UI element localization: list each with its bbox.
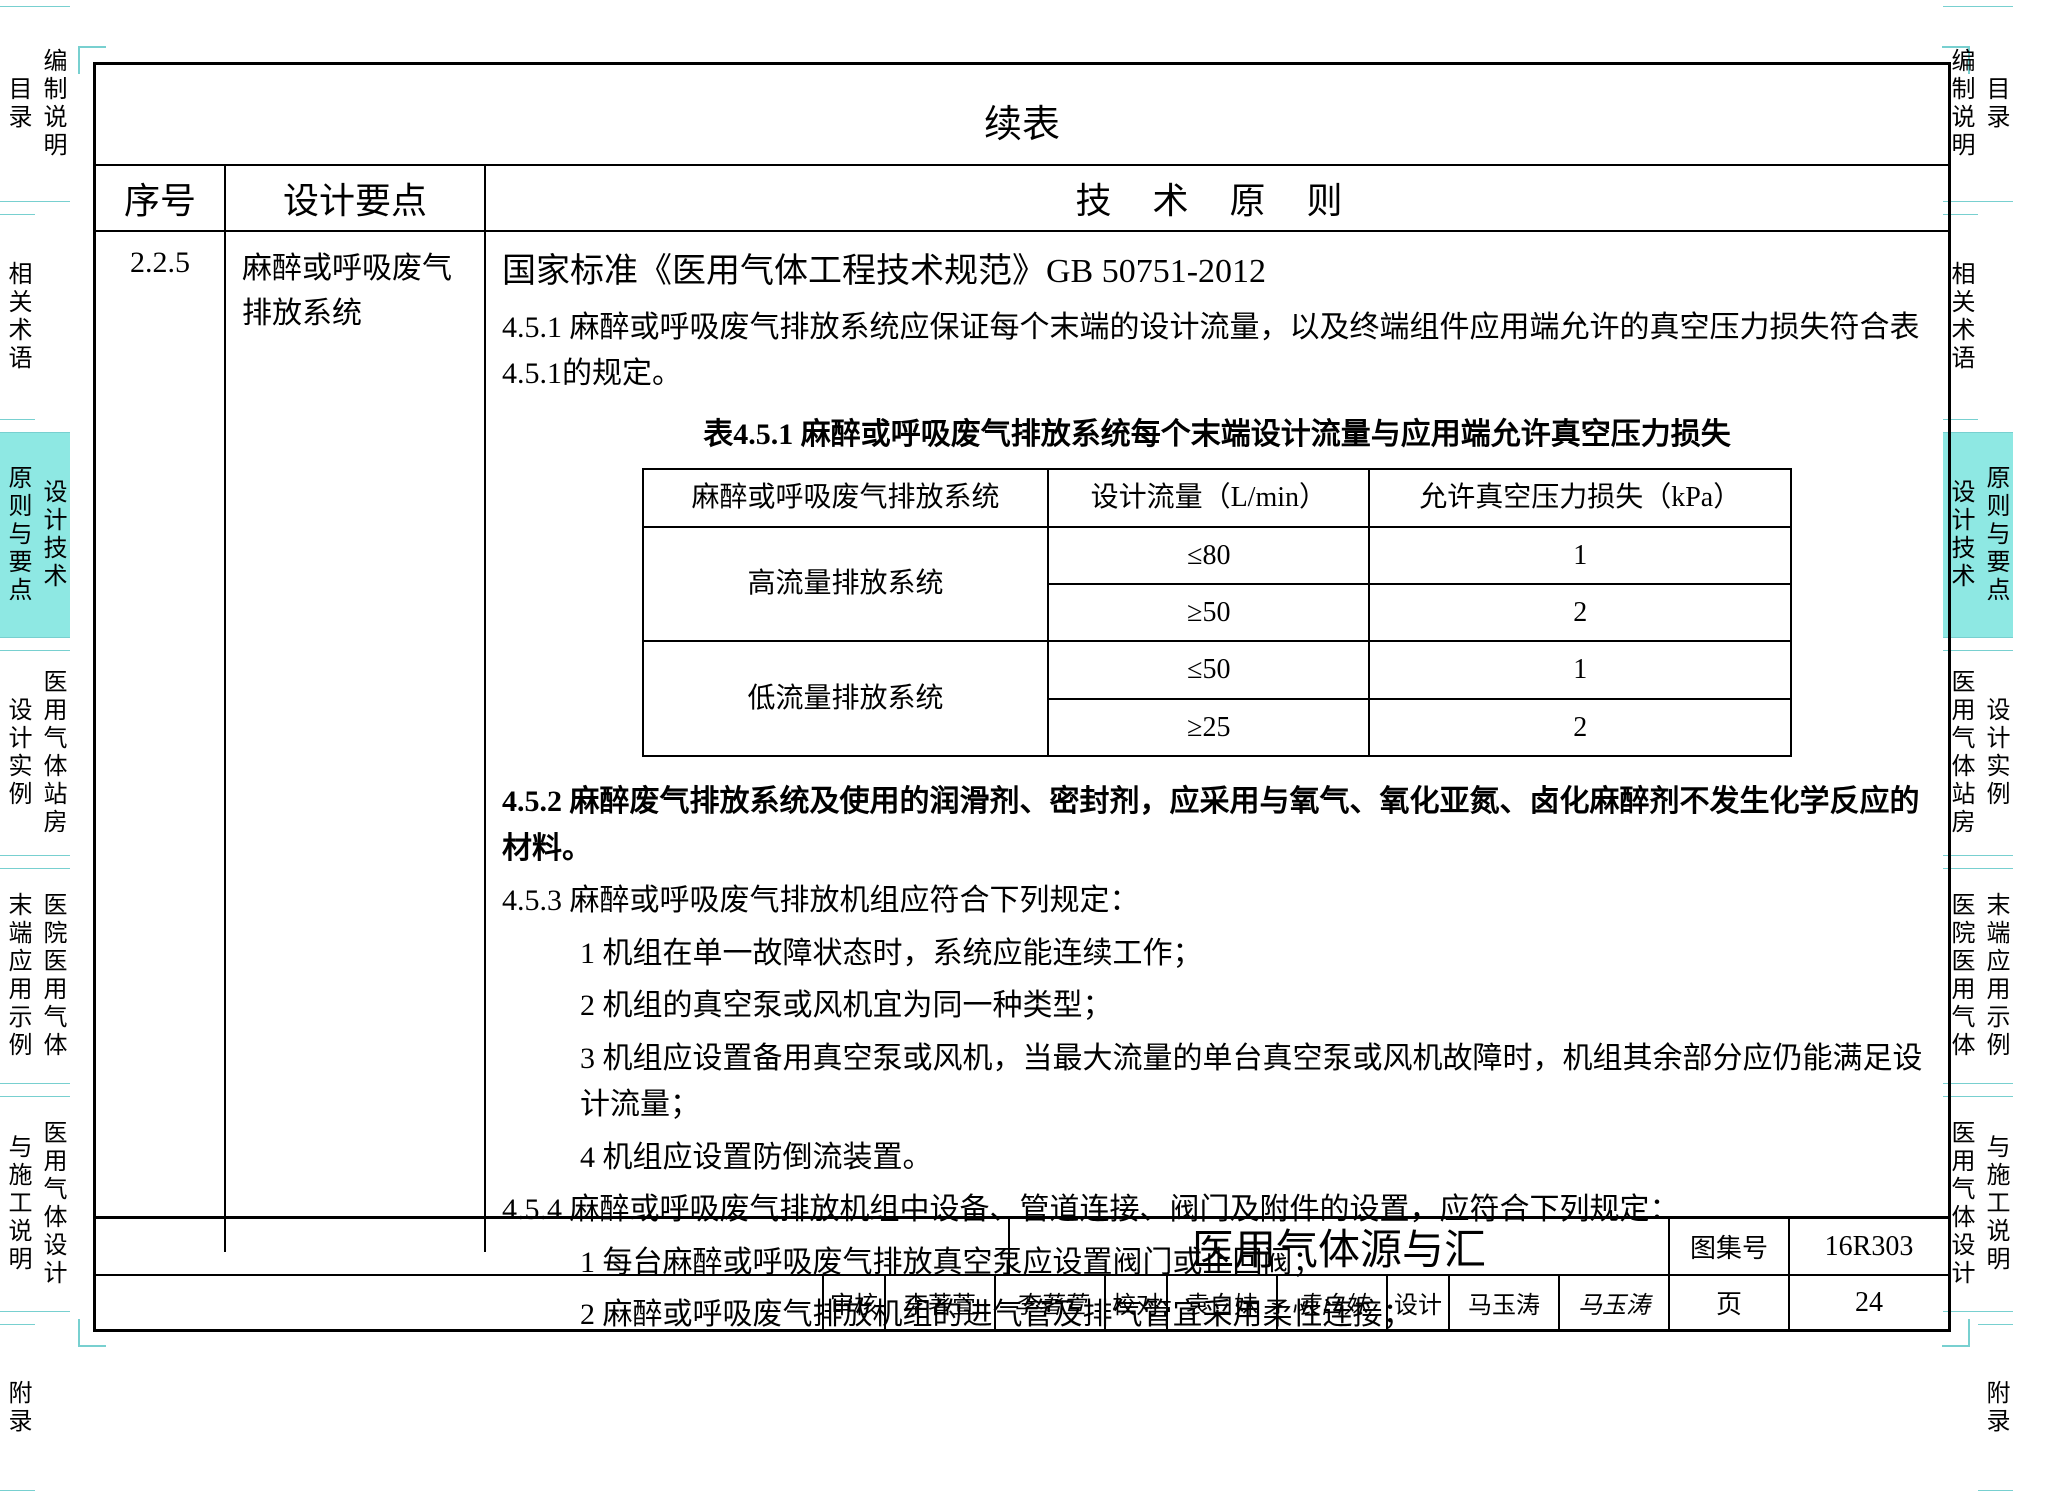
itbl-cell: 1 bbox=[1369, 527, 1791, 584]
role-review: 审核 bbox=[822, 1276, 884, 1329]
itbl-cell: ≤50 bbox=[1048, 641, 1369, 698]
drawing-frame: 续表 序号 设计要点 技 术 原 则 2.2.5 麻醉或呼吸废气排放系统 国家标… bbox=[93, 62, 1951, 1219]
hdr-seq: 序号 bbox=[96, 166, 226, 230]
inner-table: 麻醉或呼吸废气排放系统 设计流量（L/min） 允许真空压力损失（kPa） 高流… bbox=[642, 468, 1792, 757]
nav-tab[interactable]: 设计实例 bbox=[1978, 650, 2013, 856]
itbl-cell: ≤80 bbox=[1048, 527, 1369, 584]
nav-tab[interactable]: 与施工说明 bbox=[0, 1096, 35, 1312]
itbl-cell: ≥25 bbox=[1048, 699, 1369, 756]
clause-4-5-3-4: 4 机组应设置防倒流装置。 bbox=[502, 1135, 1932, 1182]
itbl-sys-low: 低流量排放系统 bbox=[643, 641, 1048, 756]
nav-tab[interactable]: 原则与要点 bbox=[1978, 432, 2013, 638]
clause-4-5-3: 4.5.3 麻醉或呼吸废气排放机组应符合下列规定： bbox=[502, 878, 1932, 925]
clause-4-5-1: 4.5.1 麻醉或呼吸废气排放系统应保证每个末端的设计流量，以及终端组件应用端允… bbox=[502, 305, 1932, 398]
nav-tab[interactable]: 设计实例 bbox=[0, 650, 35, 856]
nav-tab[interactable] bbox=[35, 214, 70, 420]
nav-tab[interactable]: 与施工说明 bbox=[1978, 1096, 2013, 1312]
role-check: 校对 bbox=[1104, 1276, 1166, 1329]
itbl-col-0: 麻醉或呼吸废气排放系统 bbox=[643, 469, 1048, 526]
cell-tech: 国家标准《医用气体工程技术规范》GB 50751-2012 4.5.1 麻醉或呼… bbox=[486, 232, 1948, 1252]
nav-tab[interactable]: 附录 bbox=[1978, 1324, 2013, 1491]
tech-standard-title: 国家标准《医用气体工程技术规范》GB 50751-2012 bbox=[502, 246, 1932, 299]
page-number: 24 bbox=[1788, 1276, 1948, 1329]
set-number: 16R303 bbox=[1788, 1219, 1948, 1274]
nav-tab[interactable]: 原则与要点 bbox=[0, 432, 35, 638]
itbl-col-2: 允许真空压力损失（kPa） bbox=[1369, 469, 1791, 526]
cell-point: 麻醉或呼吸废气排放系统 bbox=[226, 232, 486, 1252]
sig-design: 马玉涛 bbox=[1558, 1276, 1668, 1329]
itbl-cell: 2 bbox=[1369, 699, 1791, 756]
itbl-cell: 1 bbox=[1369, 641, 1791, 698]
itbl-sys-high: 高流量排放系统 bbox=[643, 527, 1048, 642]
nav-tab[interactable] bbox=[35, 1324, 70, 1491]
table-title: 续表 bbox=[96, 65, 1948, 166]
nav-tab[interactable]: 编制说明 bbox=[35, 6, 70, 202]
cell-seq: 2.2.5 bbox=[96, 232, 226, 1252]
nav-tab[interactable]: 末端应用示例 bbox=[1978, 868, 2013, 1084]
sig-check: 袁白妹 bbox=[1276, 1276, 1386, 1329]
nav-tab[interactable]: 医用气体设计 bbox=[35, 1096, 70, 1312]
nav-tab[interactable]: 末端应用示例 bbox=[0, 868, 35, 1084]
clause-4-5-3-1: 1 机组在单一故障状态时，系统应能连续工作； bbox=[502, 931, 1932, 978]
clause-4-5-2: 4.5.2 麻醉废气排放系统及使用的润滑剂、密封剂，应采用与氧气、氧化亚氮、卤化… bbox=[502, 779, 1932, 872]
role-design: 设计 bbox=[1386, 1276, 1448, 1329]
page-label: 页 bbox=[1668, 1276, 1788, 1329]
hdr-point: 设计要点 bbox=[226, 166, 486, 230]
clause-4-5-3-3: 3 机组应设置备用真空泵或风机，当最大流量的单台真空泵或风机故障时，机组其余部分… bbox=[502, 1036, 1932, 1129]
nav-tab[interactable]: 医用气体站房 bbox=[35, 650, 70, 856]
nav-tab[interactable]: 设计技术 bbox=[35, 432, 70, 638]
nav-tab[interactable]: 医院医用气体 bbox=[35, 868, 70, 1084]
itbl-cell: 2 bbox=[1369, 584, 1791, 641]
nav-tab[interactable]: 目录 bbox=[1978, 6, 2013, 202]
sig-review: 李著萱 bbox=[994, 1276, 1104, 1329]
title-block: 医用气体源与汇 图集号 16R303 审核 李著萱 李著萱 校对 袁白妹 袁白妹… bbox=[93, 1219, 1951, 1332]
name-design: 马玉涛 bbox=[1448, 1276, 1558, 1329]
drawing-title: 医用气体源与汇 bbox=[1008, 1219, 1668, 1274]
inner-table-caption: 表4.5.1 麻醉或呼吸废气排放系统每个末端设计流量与应用端允许真空压力损失 bbox=[502, 412, 1932, 459]
table-row: 2.2.5 麻醉或呼吸废气排放系统 国家标准《医用气体工程技术规范》GB 507… bbox=[96, 232, 1948, 1252]
nav-tab[interactable]: 相关术语 bbox=[0, 214, 35, 420]
clause-4-5-3-2: 2 机组的真空泵或风机宜为同一种类型； bbox=[502, 983, 1932, 1030]
itbl-col-1: 设计流量（L/min） bbox=[1048, 469, 1369, 526]
itbl-cell: ≥50 bbox=[1048, 584, 1369, 641]
name-check: 袁白妹 bbox=[1166, 1276, 1276, 1329]
set-label: 图集号 bbox=[1668, 1219, 1788, 1274]
nav-tab[interactable]: 附录 bbox=[0, 1324, 35, 1491]
nav-tab[interactable] bbox=[1978, 214, 2013, 420]
hdr-tech: 技 术 原 则 bbox=[486, 166, 1948, 230]
name-review: 李著萱 bbox=[884, 1276, 994, 1329]
table-header: 序号 设计要点 技 术 原 则 bbox=[96, 166, 1948, 232]
nav-tab[interactable]: 目录 bbox=[0, 6, 35, 202]
nav-tab[interactable] bbox=[1943, 1324, 1978, 1491]
tabs-right-outer: 目录原则与要点设计实例末端应用示例与施工说明附录 bbox=[1978, 0, 2048, 1497]
